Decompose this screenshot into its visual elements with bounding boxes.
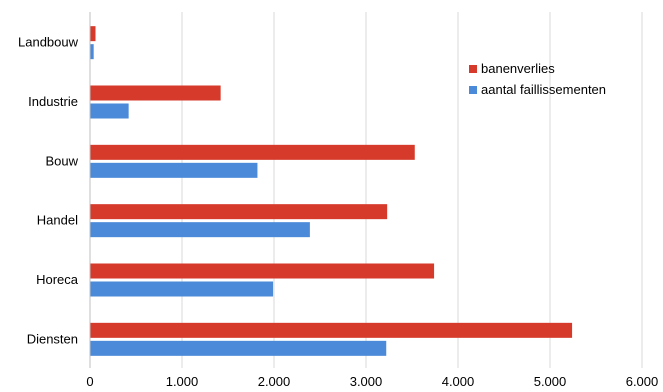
- category-label: Handel: [37, 213, 78, 228]
- gridlines: [181, 12, 643, 368]
- category-label: Horeca: [36, 272, 79, 287]
- bar-faillissementen: [90, 162, 258, 178]
- category-label: Landbouw: [18, 35, 79, 50]
- x-tick-label: 5.000: [534, 374, 567, 389]
- legend-label: banenverlies: [481, 61, 555, 76]
- legend-swatch: [469, 65, 477, 73]
- x-tick-label: 1.000: [166, 374, 199, 389]
- bar-banenverlies: [90, 26, 96, 42]
- x-tick-labels: 0 1.000 2.000 3.000 4.000 5.000 6.000: [86, 374, 658, 389]
- x-tick-label: 2.000: [258, 374, 291, 389]
- x-tick-label: 6.000: [626, 374, 659, 389]
- legend-swatch: [469, 86, 477, 94]
- category-label: Diensten: [27, 331, 78, 346]
- bar-faillissementen: [90, 281, 274, 297]
- legend-label: aantal faillissementen: [481, 82, 606, 97]
- bars: [90, 26, 573, 356]
- bar-banenverlies: [90, 144, 415, 160]
- x-tick-label: 0: [86, 374, 93, 389]
- bar-faillissementen: [90, 222, 310, 238]
- bar-faillissementen: [90, 103, 129, 119]
- bar-faillissementen: [90, 340, 387, 356]
- x-tick-label: 3.000: [350, 374, 383, 389]
- bar-faillissementen: [90, 44, 94, 60]
- legend: banenverlies aantal faillissementen: [469, 61, 606, 97]
- x-tick-label: 4.000: [442, 374, 475, 389]
- bar-banenverlies: [90, 322, 573, 338]
- category-labels: Landbouw Industrie Bouw Handel Horeca Dienste…: [18, 35, 79, 347]
- category-label: Industrie: [28, 94, 78, 109]
- bar-banenverlies: [90, 263, 435, 279]
- bar-banenverlies: [90, 85, 221, 101]
- bar-banenverlies: [90, 204, 388, 220]
- category-label: Bouw: [45, 153, 78, 168]
